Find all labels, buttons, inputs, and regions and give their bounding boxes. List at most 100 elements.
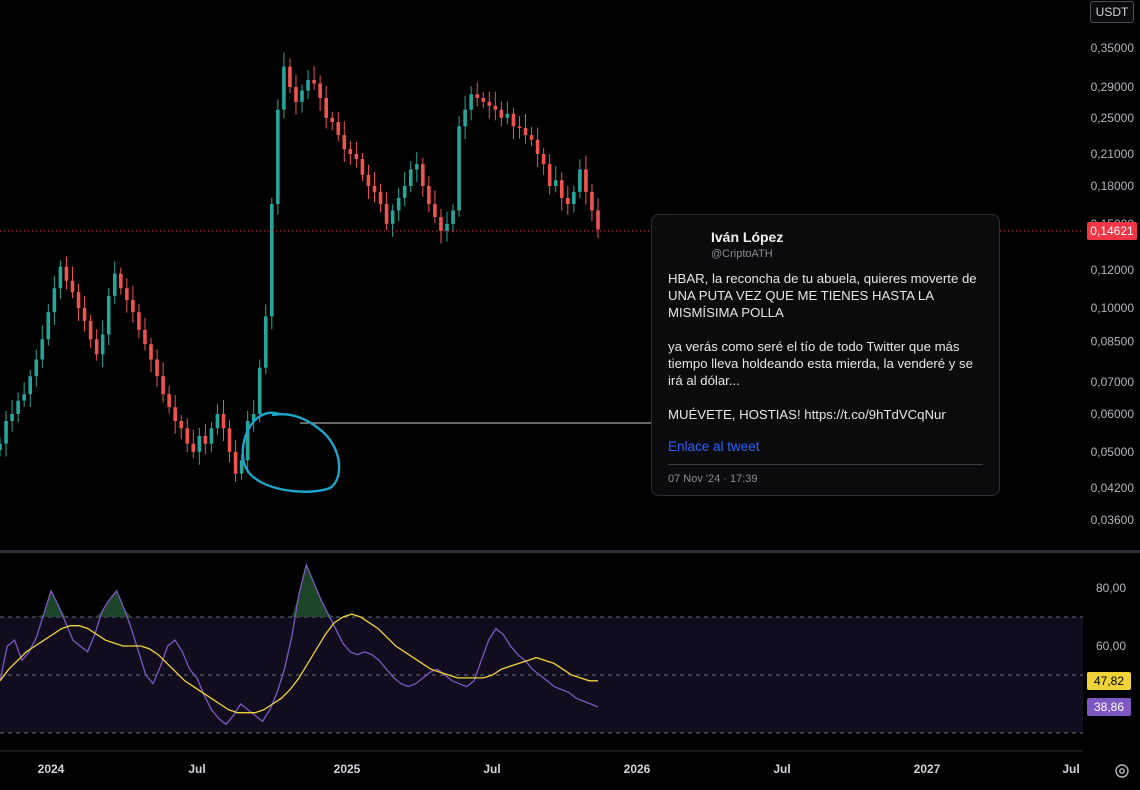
rsi-pane[interactable]	[0, 562, 1083, 734]
candle-body	[197, 435, 202, 452]
candle-body	[112, 273, 117, 296]
candle-body	[64, 266, 69, 281]
time-axis[interactable]: 2024 Jul 2025 Jul 2026 Jul 2027 Jul	[38, 762, 1080, 776]
candle-body	[469, 94, 473, 110]
tweet-author-name: Iván López	[711, 229, 784, 245]
candle-body	[119, 273, 123, 289]
rsi-overbought-fill	[0, 564, 598, 617]
candle-body	[414, 164, 419, 170]
candle-body	[541, 154, 546, 165]
candle-body	[209, 428, 214, 444]
candle-body	[427, 185, 431, 205]
candle-body	[529, 135, 534, 140]
candle-body	[239, 460, 244, 474]
price-tick-label: 0,07000	[1091, 375, 1135, 389]
candle-body	[511, 113, 516, 127]
last-price-badge-text: 0,14621	[1090, 224, 1134, 238]
candle-body	[463, 109, 467, 127]
candle-body	[185, 428, 190, 444]
candle-series	[0, 52, 600, 483]
candle-body	[572, 191, 576, 205]
candle-body	[82, 307, 87, 321]
candle-body	[300, 90, 304, 102]
candle-body	[76, 292, 81, 308]
candle-body	[565, 197, 570, 205]
candle-body	[372, 185, 377, 192]
candle-body	[276, 109, 280, 205]
price-tick-label: 0,25000	[1091, 111, 1135, 125]
candle-body	[155, 359, 159, 377]
candle-body	[553, 180, 558, 186]
candle-body	[191, 443, 196, 452]
candle-body	[88, 320, 93, 340]
time-tick-label: Jul	[483, 762, 500, 776]
price-tick-label: 0,04200	[1091, 481, 1135, 495]
last-price-badge: 0,14621	[1087, 222, 1137, 240]
rsi-ma-line	[0, 613, 598, 714]
rsi-badge-text: 38,86	[1094, 700, 1124, 714]
candle-body	[10, 413, 14, 422]
candle-body	[270, 204, 274, 317]
rsi-line	[0, 562, 599, 726]
candle-body	[131, 299, 135, 313]
tweet-paragraph: MUÉVETE, HOSTIAS! https://t.co/9hTdVCqNu…	[668, 407, 946, 422]
tweet-paragraph: HBAR, la reconcha de tu abuela, quieres …	[668, 271, 977, 320]
time-tick-label: 2027	[914, 762, 941, 776]
candle-body	[125, 288, 129, 300]
price-tick-label: 0,35000	[1091, 41, 1135, 55]
tweet-divider	[668, 464, 983, 465]
tweet-date: 07 Nov '24 · 17:39	[668, 473, 758, 485]
candle-body	[46, 312, 51, 340]
tweet-author-handle: @CriptoATH	[711, 248, 773, 260]
candle-body	[294, 87, 298, 102]
time-tick-label: 2025	[334, 762, 361, 776]
candle-body	[481, 98, 486, 102]
rsi-ma-badge-text: 47,82	[1094, 674, 1124, 688]
indicator-tick-label: 80,00	[1096, 581, 1126, 595]
candle-body	[52, 288, 57, 313]
candle-body	[342, 135, 347, 150]
candle-body	[233, 451, 238, 474]
candle-body	[360, 159, 365, 175]
candle-body	[257, 367, 262, 414]
candle-body	[0, 443, 2, 451]
candle-body	[16, 400, 20, 414]
candle-body	[173, 407, 177, 422]
time-tick-label: Jul	[188, 762, 205, 776]
tweet-card: Iván López @CriptoATH HBAR, la reconcha …	[651, 214, 1000, 496]
candle-body	[282, 66, 286, 110]
candle-body	[70, 280, 75, 293]
candle-body	[584, 169, 588, 192]
candle-body	[137, 312, 141, 330]
candle-body	[590, 191, 594, 211]
settings-gear-icon[interactable]	[1114, 763, 1130, 779]
currency-selector[interactable]: USDT	[1090, 1, 1134, 23]
candle-body	[390, 210, 395, 224]
candle-body	[143, 329, 147, 345]
pane-separator[interactable]	[0, 550, 1140, 553]
price-tick-label: 0,21000	[1091, 147, 1135, 161]
candle-body	[523, 128, 528, 136]
candle-body	[433, 204, 437, 218]
candle-body	[348, 149, 353, 155]
candle-body	[28, 376, 33, 395]
candle-body	[167, 394, 171, 408]
candle-body	[451, 210, 455, 224]
price-tick-label: 0,18000	[1091, 179, 1135, 193]
rsi-ma-badge: 47,82	[1087, 672, 1131, 690]
candle-body	[457, 126, 461, 211]
tweet-link[interactable]: Enlace al tweet	[668, 439, 760, 454]
price-tick-label: 0,12000	[1091, 263, 1135, 277]
candle-body	[40, 339, 45, 360]
indicator-axis[interactable]: 80,00 60,00	[1096, 581, 1126, 653]
price-tick-label: 0,05000	[1091, 445, 1135, 459]
candle-body	[306, 79, 310, 91]
time-tick-label: Jul	[773, 762, 790, 776]
candle-body	[22, 394, 26, 401]
price-tick-label: 0,10000	[1091, 301, 1135, 315]
candle-body	[94, 339, 99, 355]
annotation-circle[interactable]	[241, 411, 341, 493]
rsi-badge: 38,86	[1087, 698, 1131, 716]
candle-body	[179, 421, 184, 429]
price-axis[interactable]: 0,350000,290000,250000,210000,180000,150…	[1091, 41, 1135, 527]
